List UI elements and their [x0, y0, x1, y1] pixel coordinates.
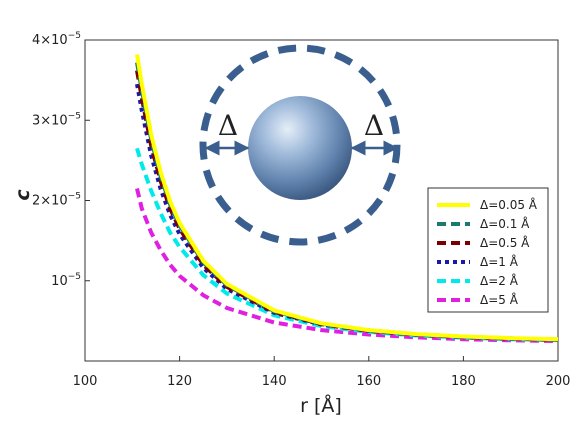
y-tick-label: 3×10−5 [32, 111, 81, 128]
y-tick-label: 2×10−5 [32, 192, 81, 209]
legend: Δ=0.05 Å Δ=0.1 Å Δ=0.5 Å Δ=1 Å Δ=2 Å Δ=5 Å [427, 187, 549, 313]
legend-box [427, 187, 549, 313]
series-line [135, 54, 559, 342]
right-delta-label: Δ [364, 109, 384, 142]
legend-label: Δ=0.05 Å [480, 197, 538, 212]
series-line [135, 147, 559, 343]
y-axis: 10−5 2×10−5 3×10−5 4×10−5 [32, 31, 90, 289]
x-axis: 100 120 140 160 180 200 [73, 356, 571, 389]
legend-label: Δ=5 Å [480, 292, 519, 307]
series-layer [135, 54, 559, 344]
y-tick-label: 4×10−5 [32, 31, 81, 48]
x-tick-label: 200 [546, 374, 571, 389]
y-tick-label: 10−5 [51, 272, 81, 289]
x-tick-label: 120 [167, 374, 192, 389]
x-tick-label: 100 [73, 374, 98, 389]
x-tick-label: 140 [262, 374, 287, 389]
y-axis-title: c [12, 189, 34, 201]
legend-label: Δ=2 Å [480, 273, 519, 288]
sphere [248, 96, 352, 200]
x-tick-label: 180 [451, 374, 476, 389]
legend-label: Δ=0.5 Å [480, 235, 530, 250]
legend-label: Δ=0.1 Å [480, 216, 530, 231]
left-delta-label: Δ [218, 109, 238, 142]
x-tick-label: 160 [356, 374, 381, 389]
legend-label: Δ=1 Å [480, 254, 519, 269]
sphere-inset: Δ Δ [199, 44, 401, 246]
series-line [135, 188, 559, 344]
x-axis-title: r [Å] [300, 394, 342, 417]
